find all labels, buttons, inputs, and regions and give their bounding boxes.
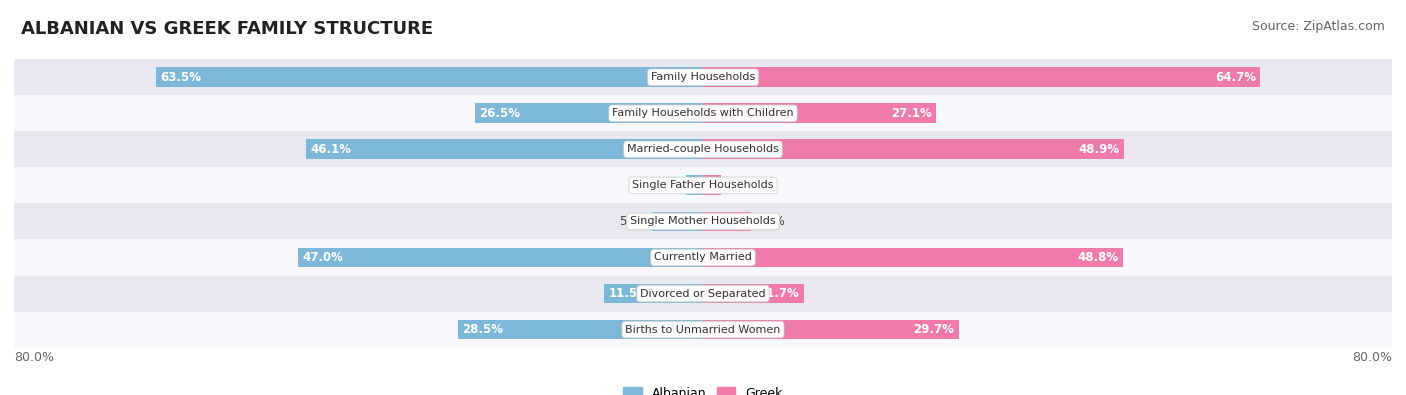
Text: 48.8%: 48.8% (1078, 251, 1119, 264)
Bar (652, 212, 703, 231)
Text: 26.5%: 26.5% (479, 107, 520, 120)
Text: Source: ZipAtlas.com: Source: ZipAtlas.com (1251, 20, 1385, 33)
Bar (605, 284, 703, 303)
Text: 47.0%: 47.0% (302, 251, 343, 264)
Text: 5.9%: 5.9% (619, 215, 648, 228)
Text: 48.9%: 48.9% (1078, 143, 1119, 156)
Text: 27.1%: 27.1% (891, 107, 932, 120)
Text: 2.1%: 2.1% (724, 179, 755, 192)
Text: Single Father Households: Single Father Households (633, 181, 773, 190)
Text: Family Households with Children: Family Households with Children (612, 108, 794, 118)
Bar (703, 175, 721, 195)
Text: 46.1%: 46.1% (311, 143, 352, 156)
Bar (156, 68, 703, 87)
Bar (703, 248, 1123, 267)
Bar (14, 95, 1392, 131)
Bar (307, 139, 703, 159)
Text: 5.6%: 5.6% (755, 215, 785, 228)
Text: 2.0%: 2.0% (652, 179, 682, 192)
Bar (14, 276, 1392, 312)
Bar (703, 103, 936, 123)
Bar (457, 320, 703, 339)
Bar (14, 167, 1392, 203)
Bar (703, 284, 804, 303)
Bar (475, 103, 703, 123)
Text: ALBANIAN VS GREEK FAMILY STRUCTURE: ALBANIAN VS GREEK FAMILY STRUCTURE (21, 20, 433, 38)
Bar (14, 312, 1392, 348)
Text: 80.0%: 80.0% (14, 351, 53, 364)
Bar (14, 131, 1392, 167)
Text: Married-couple Households: Married-couple Households (627, 144, 779, 154)
Text: Divorced or Separated: Divorced or Separated (640, 288, 766, 299)
Text: 63.5%: 63.5% (160, 71, 201, 84)
Text: 28.5%: 28.5% (461, 323, 503, 336)
Text: Family Households: Family Households (651, 72, 755, 82)
Bar (14, 203, 1392, 239)
Bar (703, 68, 1260, 87)
Bar (298, 248, 703, 267)
Text: 80.0%: 80.0% (1353, 351, 1392, 364)
Bar (703, 320, 959, 339)
Text: 11.7%: 11.7% (759, 287, 800, 300)
Legend: Albanian, Greek: Albanian, Greek (619, 382, 787, 395)
Bar (703, 139, 1125, 159)
Text: 11.5%: 11.5% (609, 287, 650, 300)
Text: Currently Married: Currently Married (654, 252, 752, 263)
Bar (14, 239, 1392, 276)
Text: 64.7%: 64.7% (1215, 71, 1256, 84)
Text: Single Mother Households: Single Mother Households (630, 216, 776, 226)
Text: Births to Unmarried Women: Births to Unmarried Women (626, 325, 780, 335)
Bar (703, 212, 751, 231)
Bar (14, 59, 1392, 95)
Text: 29.7%: 29.7% (914, 323, 955, 336)
Bar (686, 175, 703, 195)
